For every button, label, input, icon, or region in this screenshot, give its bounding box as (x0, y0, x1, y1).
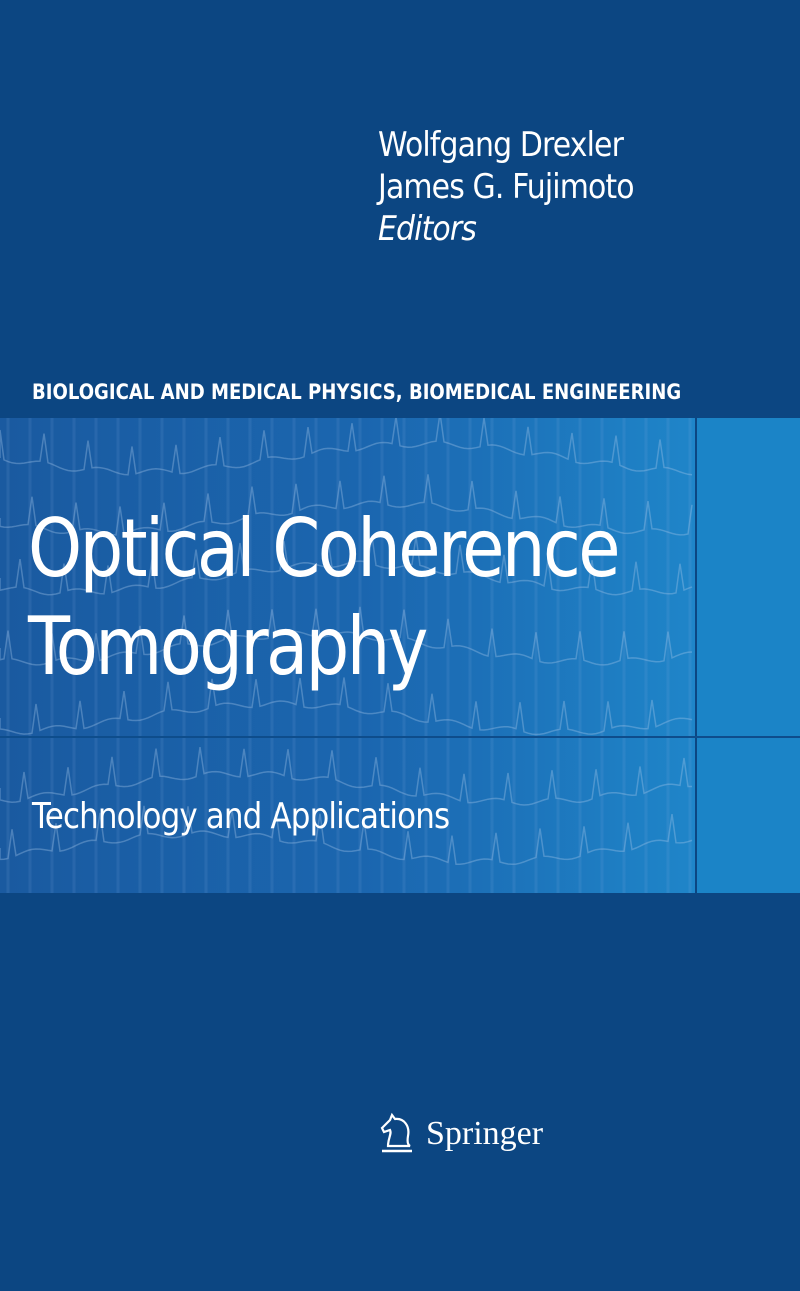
publisher-logo: Springer (378, 1112, 543, 1156)
cover-image-panel (0, 418, 695, 893)
cover-side-block (697, 418, 800, 893)
editors-block: Wolfgang Drexler James G. Fujimoto Edito… (378, 124, 635, 250)
waveform-background (0, 418, 693, 893)
editor-name: James G. Fujimoto (378, 167, 635, 207)
waveform-trace (0, 474, 693, 536)
knight-chess-horse-icon (380, 1112, 412, 1153)
editor-name: Wolfgang Drexler (378, 125, 624, 165)
series-title: BIOLOGICAL AND MEDICAL PHYSICS, BIOMEDIC… (32, 380, 682, 404)
book-subtitle: Technology and Applications (32, 796, 450, 837)
waveform-trace (0, 677, 693, 736)
title-line: Tomography (28, 600, 428, 693)
publisher-name: Springer (426, 1115, 544, 1152)
book-title: Optical Coherence Tomography (28, 500, 621, 696)
waveform-trace (0, 418, 693, 476)
waveform-trace (0, 746, 692, 806)
divider-line (0, 736, 800, 738)
waveform-trace (0, 535, 693, 596)
waveform-trace (0, 805, 693, 866)
title-line: Optical Coherence (28, 502, 621, 595)
waveform-trace (0, 606, 693, 666)
editors-role: Editors (378, 209, 477, 249)
